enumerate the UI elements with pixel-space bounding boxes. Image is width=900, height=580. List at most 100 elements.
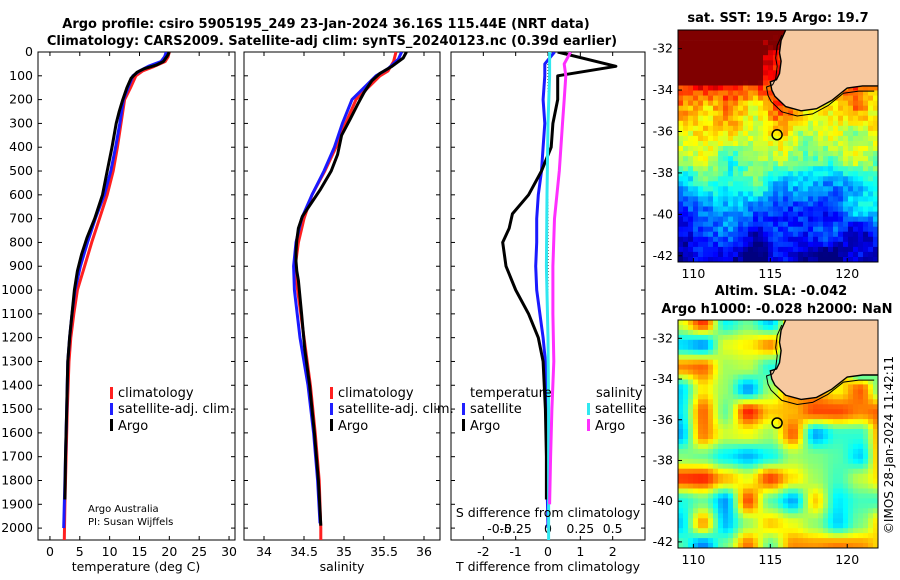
map-cell (738, 120, 744, 127)
map-cell (708, 166, 714, 172)
map-cell (853, 151, 859, 157)
map-cell (708, 354, 714, 361)
map-cell (708, 473, 714, 480)
map-cell (843, 453, 849, 460)
map-cell (773, 473, 779, 480)
map-cell (723, 191, 729, 197)
map-cell (733, 151, 739, 157)
map-cell (853, 473, 859, 480)
map-cell (738, 211, 744, 217)
map-cell (678, 171, 684, 177)
lat-tick-label: -32 (653, 330, 673, 345)
map-cell (713, 543, 719, 548)
map-cell (863, 257, 869, 262)
map-cell (728, 146, 734, 152)
map-cell (718, 394, 724, 400)
map-cell (798, 533, 804, 539)
map-cell (833, 528, 839, 534)
map-cell (688, 196, 694, 202)
map-cell (838, 503, 844, 509)
map-cell (743, 389, 749, 395)
map-cell (703, 538, 709, 544)
map-cell (798, 216, 804, 222)
map-cell (873, 538, 878, 544)
map-cell (773, 334, 779, 341)
map-cell (683, 65, 689, 71)
map-cell (723, 448, 729, 455)
map-cell (778, 151, 784, 157)
map-cell (708, 30, 714, 36)
map-cell (743, 50, 749, 56)
map-cell (793, 508, 799, 514)
map-cell (748, 40, 754, 46)
map-cell (803, 463, 809, 470)
map-cell (833, 483, 839, 489)
map-cell (743, 458, 749, 465)
map-cell (783, 125, 789, 132)
map-cell (773, 171, 779, 177)
map-cell (748, 125, 754, 132)
map-cell (768, 100, 774, 106)
map-cell (728, 176, 734, 182)
map-cell (863, 211, 869, 217)
legend-label-t-satellite: satellite (470, 402, 522, 417)
map-cell (748, 424, 754, 430)
map-cell (718, 379, 724, 385)
map-cell (688, 473, 694, 480)
legend-title-salinity: salinity (596, 386, 643, 401)
map-cell (798, 518, 804, 524)
map-cell (853, 384, 859, 390)
coastline (769, 320, 878, 401)
map-cell (758, 349, 764, 356)
map-cell (713, 90, 719, 96)
map-cell (703, 448, 709, 455)
map-cell (848, 478, 854, 484)
map-cell (723, 384, 729, 390)
map-cell (823, 453, 829, 460)
map-cell (778, 538, 784, 544)
map-cell (803, 151, 809, 157)
map-cell (833, 221, 839, 228)
map-cell (698, 329, 704, 336)
map-cell (693, 30, 699, 36)
map-cell (693, 344, 699, 351)
map-cell (838, 533, 844, 539)
map-cell (743, 40, 749, 46)
map-cell (708, 141, 714, 147)
map-cell (708, 221, 714, 228)
map-cell (813, 156, 819, 162)
map-cell (768, 110, 774, 117)
map-cell (848, 120, 854, 127)
map-cell (733, 105, 739, 112)
map-cell (693, 186, 699, 192)
legend-label-climatology: climatology (118, 386, 194, 401)
map-cell (753, 533, 759, 539)
map-cell (718, 369, 724, 375)
map-cell (768, 523, 774, 529)
map-cell (868, 141, 874, 147)
map-cell (788, 110, 794, 117)
map-cell (733, 329, 739, 336)
map-cell (818, 221, 824, 228)
salinity-series (292, 52, 408, 540)
map-cell (783, 135, 789, 142)
map-cell (683, 434, 689, 440)
map-cell (713, 30, 719, 36)
map-cell (723, 40, 729, 46)
map-cell (803, 533, 809, 539)
map-cell (843, 105, 849, 112)
sla-map-frame (677, 319, 879, 549)
map-cell (733, 85, 739, 91)
map-cell (708, 176, 714, 182)
map-cell (798, 257, 804, 262)
map-cell (858, 538, 864, 544)
map-cell (758, 364, 764, 370)
map-cell (688, 75, 694, 81)
map-cell (868, 171, 874, 177)
map-cell (768, 419, 774, 425)
land-mass (770, 320, 878, 400)
depth-tick-label: 900 (9, 258, 33, 273)
map-cell (688, 329, 694, 336)
map-cell (763, 523, 769, 529)
legend-swatch-satellite-adj (110, 403, 113, 415)
